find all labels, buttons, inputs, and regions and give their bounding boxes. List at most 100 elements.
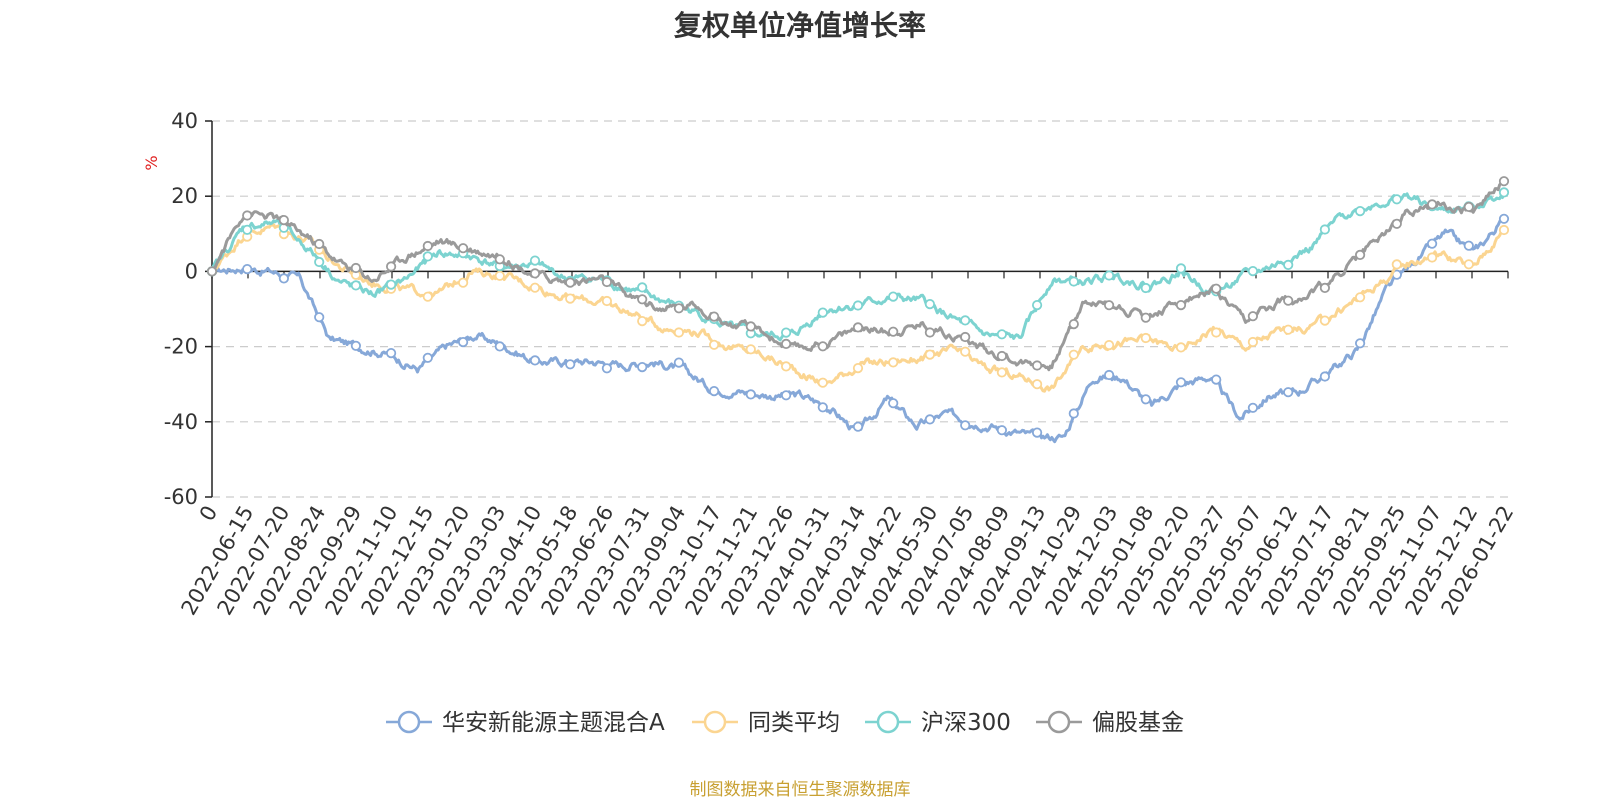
series-marker: [1463, 201, 1474, 212]
series-marker: [888, 326, 899, 337]
series-marker: [385, 261, 397, 272]
series-marker: [1498, 224, 1510, 236]
series-marker: [888, 357, 899, 368]
series-marker: [1247, 402, 1259, 413]
series-marker: [817, 341, 828, 352]
series-marker: [242, 224, 253, 235]
series-marker: [494, 270, 505, 281]
series-marker: [1319, 315, 1331, 326]
series-marker: [457, 336, 469, 348]
legend-label: 华安新能源主题混合A: [442, 710, 665, 736]
series-marker: [1104, 339, 1115, 351]
series-marker: [780, 327, 792, 338]
y-tick-label: 20: [171, 184, 198, 208]
y-tick-label: 0: [185, 259, 198, 283]
series-marker: [1355, 206, 1366, 217]
series-marker: [673, 303, 685, 314]
series-marker: [1104, 270, 1115, 281]
series-marker: [1068, 408, 1079, 419]
series-marker: [1032, 379, 1043, 390]
series-marker: [1211, 374, 1222, 385]
series-marker: [494, 254, 505, 265]
series-marker: [385, 347, 397, 359]
legend-marker: [397, 710, 421, 734]
series-marker: [1283, 387, 1294, 398]
series-marker: [529, 268, 541, 279]
series-line-4: [210, 179, 1505, 372]
series-marker: [1391, 259, 1402, 270]
source-note: 制图数据来自恒生聚源数据库: [689, 780, 911, 800]
chart-title: 复权单位净值增长率: [673, 9, 926, 42]
series-marker: [1283, 324, 1294, 335]
series-marker: [1104, 300, 1115, 311]
series-marker: [780, 338, 792, 349]
series-marker: [996, 329, 1008, 340]
legend-marker: [703, 710, 727, 734]
series-marker: [565, 359, 576, 370]
series-marker: [1391, 194, 1402, 205]
series-marker: [1247, 311, 1259, 322]
series-marker: [601, 276, 613, 288]
y-tick-label: -20: [164, 335, 198, 359]
y-tick-label: -40: [164, 410, 198, 434]
series-marker: [852, 362, 864, 374]
series-marker: [206, 266, 218, 277]
y-tick-label: 40: [171, 109, 198, 133]
series-marker: [565, 293, 576, 304]
series-line-3: [210, 191, 1506, 342]
series-marker: [494, 341, 505, 352]
series-marker: [888, 398, 899, 409]
x-tick-label: 0: [195, 502, 222, 526]
series-marker: [350, 340, 361, 351]
series-marker: [960, 420, 971, 431]
series-marker: [314, 238, 325, 250]
series-marker: [529, 255, 541, 266]
series-marker: [385, 279, 397, 290]
series-marker: [1140, 312, 1151, 323]
series-marker: [817, 402, 828, 413]
series-marker: [996, 350, 1008, 362]
series-marker: [314, 256, 325, 268]
series-marker: [708, 311, 720, 322]
series-marker: [350, 280, 361, 291]
series-marker: [637, 294, 648, 305]
series-marker: [1463, 259, 1474, 270]
series-marker: [422, 352, 433, 363]
series-marker: [1247, 336, 1259, 348]
series-marker: [888, 291, 899, 302]
series-marker: [924, 298, 936, 310]
series-marker: [817, 377, 828, 388]
series-marker: [278, 215, 289, 226]
series-marker: [1068, 318, 1079, 330]
series-marker: [996, 425, 1008, 436]
series-marker: [242, 263, 253, 275]
series-marker: [1032, 299, 1043, 311]
series-marker: [242, 210, 253, 221]
series-marker: [852, 322, 864, 333]
series-marker: [457, 243, 469, 254]
series-marker: [1319, 282, 1331, 293]
series-marker: [817, 307, 828, 318]
y-axis-unit: %: [142, 155, 161, 170]
series-marker: [960, 346, 971, 357]
series-marker: [1498, 213, 1510, 224]
series-marker: [745, 321, 756, 332]
legend-label: 偏股基金: [1092, 710, 1184, 736]
series-marker: [1283, 295, 1294, 306]
series-marker: [1427, 199, 1438, 210]
series-marker: [673, 327, 685, 338]
series-marker: [278, 273, 289, 284]
series-marker: [852, 300, 864, 311]
series-marker: [780, 390, 792, 401]
series-marker: [996, 367, 1008, 378]
series-marker: [637, 361, 648, 373]
series-marker: [529, 282, 541, 293]
series-marker: [708, 385, 720, 397]
series-marker: [1032, 427, 1043, 438]
series-marker: [1319, 224, 1331, 235]
series-marker: [1427, 252, 1438, 263]
series-marker: [422, 251, 433, 262]
series-marker: [960, 315, 971, 326]
series-marker: [1175, 342, 1187, 353]
series-marker: [457, 277, 469, 288]
